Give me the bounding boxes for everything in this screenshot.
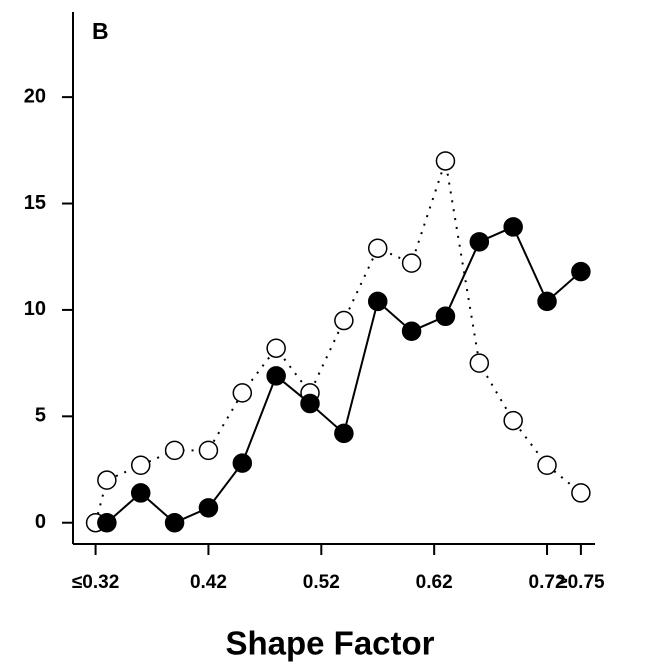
data-point [435, 306, 456, 327]
x-tick-label: 0.42 [190, 572, 227, 593]
data-point [164, 512, 185, 533]
y-tick-label: 15 [24, 192, 46, 214]
y-tick-label: 10 [24, 298, 46, 320]
data-point [571, 483, 591, 503]
data-point [130, 455, 151, 476]
data-point [232, 453, 253, 473]
x-tick-label: 0.62 [416, 572, 453, 593]
data-point [198, 498, 219, 518]
data-point [198, 440, 219, 461]
y-tick-label: 20 [24, 85, 46, 107]
x-axis-label: Shape Factor [225, 625, 434, 662]
data-point [469, 232, 490, 252]
y-tick-label: 5 [35, 405, 46, 427]
data-point [503, 217, 523, 237]
data-point [232, 383, 253, 403]
data-point [300, 393, 320, 414]
x-tick-label: 0.72 [529, 572, 566, 593]
y-tick-label: 0 [35, 511, 46, 533]
data-point [537, 455, 557, 476]
data-point [266, 366, 286, 386]
data-point [164, 440, 185, 461]
data-point [367, 238, 388, 258]
series-line [94, 160, 582, 523]
data-point [435, 151, 456, 171]
data-point [266, 338, 286, 358]
panel-label: B [92, 18, 109, 44]
x-tick-label: ≥0.75 [557, 572, 605, 593]
data-point [401, 253, 422, 273]
data-point [401, 321, 422, 341]
data-point [130, 483, 151, 503]
data-point [469, 353, 490, 373]
data-point [367, 291, 388, 312]
series-line [106, 225, 582, 524]
data-point [571, 261, 591, 282]
data-point [503, 410, 523, 431]
x-tick-label: 0.52 [303, 572, 340, 593]
data-point [334, 423, 354, 444]
data-point [334, 310, 354, 331]
x-tick-label: ≤0.32 [72, 572, 119, 593]
data-point [97, 470, 117, 490]
data-point [537, 291, 557, 312]
data-point [97, 512, 117, 533]
